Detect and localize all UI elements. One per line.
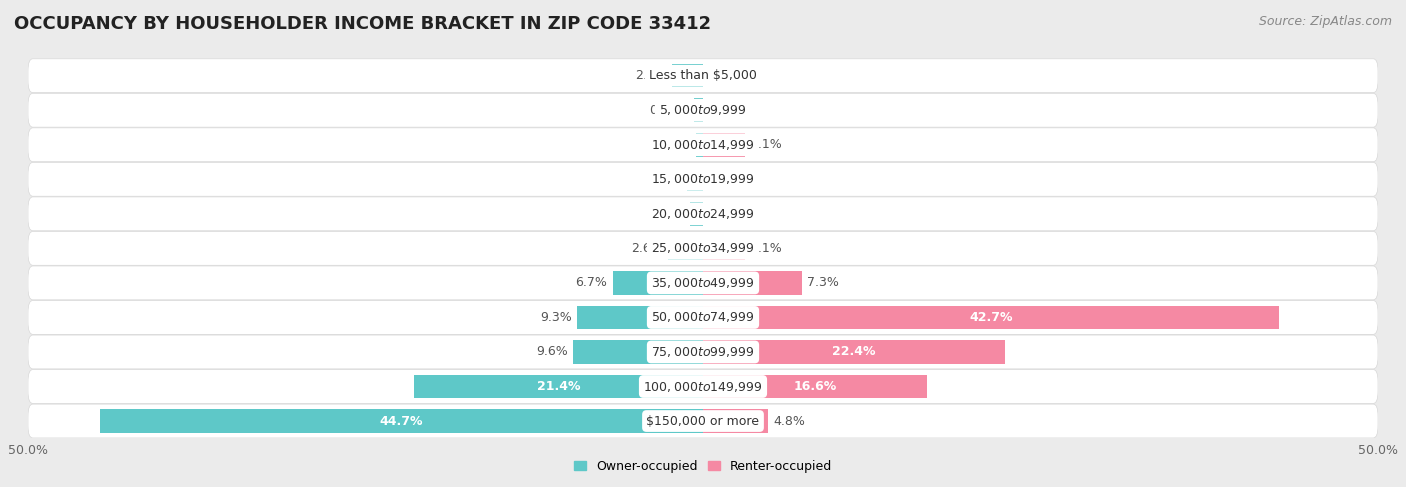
Bar <box>703 306 1279 329</box>
Bar <box>703 271 801 295</box>
FancyBboxPatch shape <box>28 128 1378 162</box>
Text: $5,000 to $9,999: $5,000 to $9,999 <box>659 103 747 117</box>
Legend: Owner-occupied, Renter-occupied: Owner-occupied, Renter-occupied <box>568 455 838 478</box>
Text: 0.66%: 0.66% <box>650 104 689 117</box>
Text: 42.7%: 42.7% <box>969 311 1012 324</box>
Text: 3.1%: 3.1% <box>751 138 782 151</box>
Text: 22.4%: 22.4% <box>832 345 876 358</box>
Text: 0.0%: 0.0% <box>709 173 741 186</box>
FancyBboxPatch shape <box>28 197 1378 231</box>
Text: 9.6%: 9.6% <box>536 345 568 358</box>
FancyBboxPatch shape <box>28 231 1378 265</box>
Bar <box>695 98 703 122</box>
Text: $35,000 to $49,999: $35,000 to $49,999 <box>651 276 755 290</box>
Text: 16.6%: 16.6% <box>793 380 837 393</box>
Text: 21.4%: 21.4% <box>537 380 581 393</box>
Bar <box>703 375 927 398</box>
Text: 0.0%: 0.0% <box>709 104 741 117</box>
Bar <box>578 306 703 329</box>
Bar <box>703 340 1005 364</box>
Text: 0.0%: 0.0% <box>709 69 741 82</box>
FancyBboxPatch shape <box>28 404 1378 438</box>
Bar <box>100 409 703 433</box>
Bar <box>703 133 745 156</box>
Text: Source: ZipAtlas.com: Source: ZipAtlas.com <box>1258 15 1392 28</box>
Text: 44.7%: 44.7% <box>380 414 423 428</box>
Bar <box>672 64 703 88</box>
Text: 3.1%: 3.1% <box>751 242 782 255</box>
Bar <box>613 271 703 295</box>
FancyBboxPatch shape <box>28 370 1378 403</box>
Bar <box>696 133 703 156</box>
Bar <box>668 237 703 260</box>
Bar <box>703 409 768 433</box>
Text: 7.3%: 7.3% <box>807 277 839 289</box>
Text: $75,000 to $99,999: $75,000 to $99,999 <box>651 345 755 359</box>
FancyBboxPatch shape <box>28 162 1378 196</box>
Text: $150,000 or more: $150,000 or more <box>647 414 759 428</box>
Text: 1.0%: 1.0% <box>652 207 685 220</box>
Text: 2.6%: 2.6% <box>631 242 662 255</box>
Text: Less than $5,000: Less than $5,000 <box>650 69 756 82</box>
Bar <box>689 202 703 225</box>
Text: $100,000 to $149,999: $100,000 to $149,999 <box>644 379 762 393</box>
Bar <box>686 168 703 191</box>
FancyBboxPatch shape <box>28 300 1378 335</box>
Text: 2.3%: 2.3% <box>634 69 666 82</box>
Text: 6.7%: 6.7% <box>575 277 607 289</box>
Text: 4.8%: 4.8% <box>773 414 806 428</box>
FancyBboxPatch shape <box>28 59 1378 93</box>
Text: 0.51%: 0.51% <box>651 138 690 151</box>
Bar <box>703 237 745 260</box>
FancyBboxPatch shape <box>28 94 1378 127</box>
Bar <box>574 340 703 364</box>
Bar <box>415 375 703 398</box>
Text: 1.2%: 1.2% <box>650 173 682 186</box>
Text: $10,000 to $14,999: $10,000 to $14,999 <box>651 138 755 152</box>
Text: $20,000 to $24,999: $20,000 to $24,999 <box>651 207 755 221</box>
Text: $50,000 to $74,999: $50,000 to $74,999 <box>651 310 755 324</box>
Text: $25,000 to $34,999: $25,000 to $34,999 <box>651 242 755 255</box>
Text: 0.0%: 0.0% <box>709 207 741 220</box>
FancyBboxPatch shape <box>28 335 1378 369</box>
Text: 9.3%: 9.3% <box>540 311 572 324</box>
Text: $15,000 to $19,999: $15,000 to $19,999 <box>651 172 755 187</box>
Text: OCCUPANCY BY HOUSEHOLDER INCOME BRACKET IN ZIP CODE 33412: OCCUPANCY BY HOUSEHOLDER INCOME BRACKET … <box>14 15 711 33</box>
FancyBboxPatch shape <box>28 266 1378 300</box>
